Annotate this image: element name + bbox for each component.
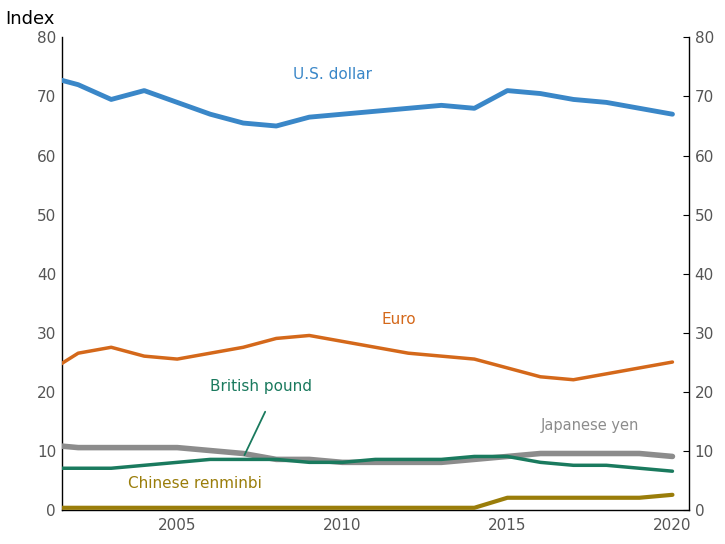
Text: Japanese yen: Japanese yen — [540, 418, 639, 433]
Text: Chinese renminbi: Chinese renminbi — [128, 475, 262, 491]
Text: British pound: British pound — [210, 380, 312, 394]
Text: U.S. dollar: U.S. dollar — [293, 67, 372, 82]
Text: Euro: Euro — [382, 312, 417, 326]
Text: Index: Index — [5, 10, 54, 28]
